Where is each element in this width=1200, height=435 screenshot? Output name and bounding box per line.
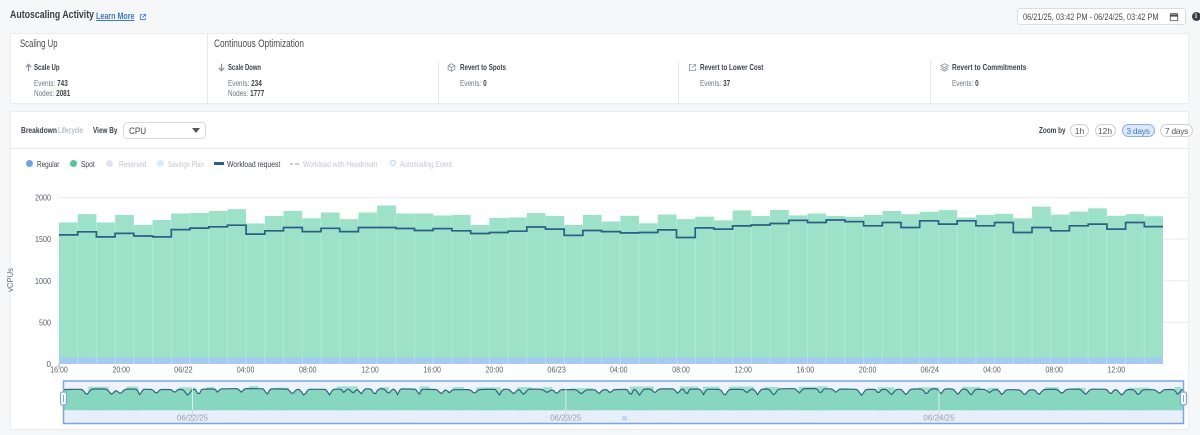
- svg-text:16:00: 16:00: [797, 365, 815, 375]
- svg-text:12:00: 12:00: [1108, 365, 1126, 375]
- svg-text:20:00: 20:00: [859, 365, 877, 375]
- svg-text:1000: 1000: [35, 276, 51, 286]
- svg-text:0: 0: [47, 359, 52, 369]
- svg-text:16:00: 16:00: [50, 365, 68, 375]
- svg-text:04:00: 04:00: [610, 365, 628, 375]
- svg-text:04:00: 04:00: [237, 365, 255, 375]
- svg-text:2000: 2000: [35, 193, 51, 203]
- svg-text:08:00: 08:00: [299, 365, 317, 375]
- svg-text:16:00: 16:00: [423, 365, 441, 375]
- svg-text:08:00: 08:00: [672, 365, 690, 375]
- svg-text:06/24/25: 06/24/25: [923, 413, 955, 422]
- svg-text:08:00: 08:00: [1045, 365, 1063, 375]
- svg-text:20:00: 20:00: [112, 365, 130, 375]
- svg-text:06/22/25: 06/22/25: [177, 413, 209, 422]
- svg-text:06/23/25: 06/23/25: [550, 413, 582, 422]
- svg-text:12:00: 12:00: [361, 365, 379, 375]
- svg-text:06/22: 06/22: [174, 365, 193, 375]
- svg-text:06/23: 06/23: [547, 365, 566, 375]
- svg-text:vCPUs: vCPUs: [5, 268, 15, 292]
- svg-text:06/24: 06/24: [921, 365, 940, 375]
- svg-text:500: 500: [39, 317, 51, 327]
- svg-text:04:00: 04:00: [983, 365, 1001, 375]
- svg-text:20:00: 20:00: [486, 365, 504, 375]
- svg-text:12:00: 12:00: [734, 365, 752, 375]
- svg-text:1500: 1500: [35, 234, 51, 244]
